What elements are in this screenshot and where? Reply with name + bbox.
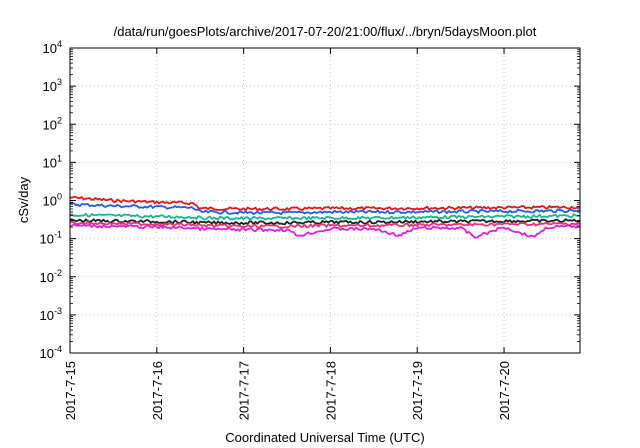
y-tick-label: 10-4 <box>40 344 62 361</box>
x-tick-label: 2017-7-15 <box>63 361 78 420</box>
y-tick-label: 101 <box>43 153 62 170</box>
y-tick-label: 10-3 <box>40 306 62 323</box>
y-tick-label: 102 <box>43 115 62 132</box>
y-tick-label: 100 <box>43 192 62 209</box>
x-tick-label: 2017-7-16 <box>150 361 165 420</box>
series-layer <box>69 195 581 239</box>
y-axis: 10-4 10-3 10-2 10-1 100 101 102 103 104 <box>40 39 580 361</box>
grid <box>70 48 580 353</box>
x-axis-label: Coordinated Universal Time (UTC) <box>225 430 424 445</box>
series-line-6 <box>69 223 581 239</box>
series-line-5 <box>69 220 581 229</box>
x-axis: 2017-7-15 2017-7-16 2017-7-17 2017-7-18 2017… <box>63 48 512 420</box>
y-axis-label: cSv/day <box>16 176 31 223</box>
x-tick-label: 2017-7-20 <box>497 361 512 420</box>
series-line-2 <box>69 202 581 216</box>
x-tick-label: 2017-7-19 <box>410 361 425 420</box>
y-tick-label: 104 <box>43 39 62 56</box>
y-tick-label: 10-2 <box>40 268 62 285</box>
series-line-3 <box>69 212 581 221</box>
series-line-4 <box>69 218 581 226</box>
y-tick-label: 10-1 <box>40 230 62 247</box>
x-tick-label: 2017-7-18 <box>323 361 338 420</box>
y-tick-label: 103 <box>43 77 62 94</box>
series-line-1 <box>69 195 581 212</box>
x-tick-label: 2017-7-17 <box>237 361 252 420</box>
chart-title: /data/run/goesPlots/archive/2017-07-20/2… <box>114 24 537 39</box>
